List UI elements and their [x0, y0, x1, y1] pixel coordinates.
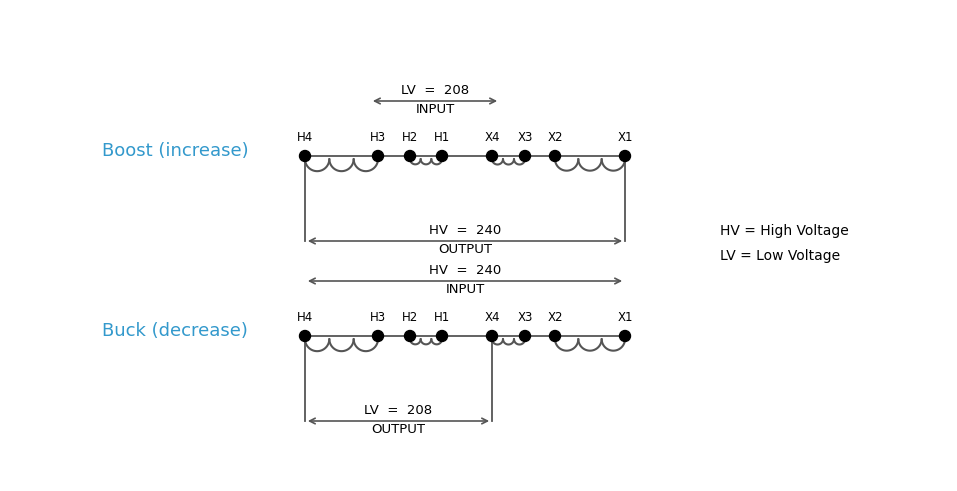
Circle shape: [619, 330, 631, 342]
Text: X1: X1: [617, 311, 633, 324]
Text: X4: X4: [484, 131, 500, 144]
Text: H2: H2: [402, 311, 418, 324]
Text: H2: H2: [402, 131, 418, 144]
Text: INPUT: INPUT: [415, 103, 455, 116]
Text: HV = High Voltage: HV = High Voltage: [720, 224, 849, 238]
Text: OUTPUT: OUTPUT: [438, 243, 492, 256]
Circle shape: [520, 330, 530, 342]
Circle shape: [372, 330, 384, 342]
Text: X3: X3: [518, 131, 533, 144]
Text: X2: X2: [547, 311, 563, 324]
Text: H1: H1: [434, 311, 450, 324]
Text: X2: X2: [547, 131, 563, 144]
Text: H4: H4: [297, 311, 313, 324]
Text: H4: H4: [297, 131, 313, 144]
Circle shape: [486, 151, 498, 162]
Circle shape: [520, 151, 530, 162]
Text: HV  =  240: HV = 240: [429, 264, 501, 277]
Text: LV = Low Voltage: LV = Low Voltage: [720, 249, 840, 263]
Text: Boost (increase): Boost (increase): [101, 142, 248, 160]
Text: H3: H3: [370, 311, 386, 324]
Text: LV  =  208: LV = 208: [401, 84, 469, 97]
Circle shape: [549, 151, 561, 162]
Text: H3: H3: [370, 131, 386, 144]
Circle shape: [300, 151, 310, 162]
Circle shape: [619, 151, 631, 162]
Circle shape: [405, 151, 415, 162]
Text: X3: X3: [518, 311, 533, 324]
Text: X1: X1: [617, 131, 633, 144]
Circle shape: [405, 330, 415, 342]
Text: HV  =  240: HV = 240: [429, 224, 501, 237]
Circle shape: [436, 151, 448, 162]
Text: H1: H1: [434, 131, 450, 144]
Text: Buck (decrease): Buck (decrease): [102, 322, 248, 340]
Circle shape: [300, 330, 310, 342]
Circle shape: [549, 330, 561, 342]
Text: INPUT: INPUT: [445, 283, 484, 296]
Circle shape: [372, 151, 384, 162]
Circle shape: [486, 330, 498, 342]
Circle shape: [436, 330, 448, 342]
Text: OUTPUT: OUTPUT: [371, 423, 426, 436]
Text: LV  =  208: LV = 208: [365, 404, 433, 417]
Text: X4: X4: [484, 311, 500, 324]
